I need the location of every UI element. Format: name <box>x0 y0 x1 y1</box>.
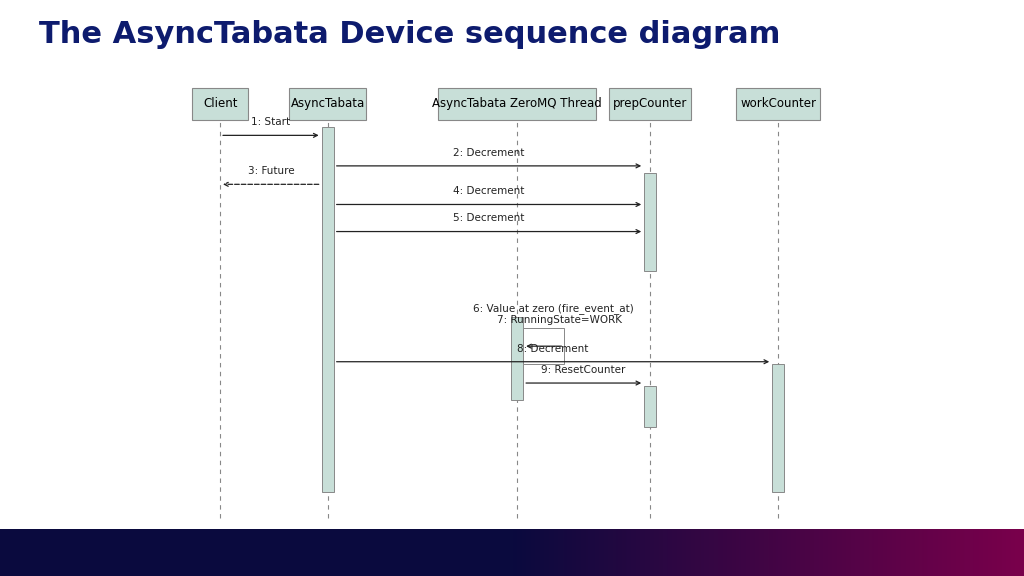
Bar <box>511 317 523 400</box>
Circle shape <box>10 536 72 570</box>
Text: prepCounter: prepCounter <box>613 97 687 110</box>
Bar <box>438 88 596 120</box>
Text: 4: Decrement: 4: Decrement <box>454 187 524 196</box>
Text: 1: Start: 1: Start <box>251 118 291 127</box>
Bar <box>193 88 248 120</box>
Text: Slide  /: Slide / <box>891 547 931 559</box>
Text: 7: RunningState=WORK: 7: RunningState=WORK <box>497 316 622 325</box>
Bar <box>644 386 656 427</box>
Bar <box>736 88 820 120</box>
Bar <box>609 88 691 120</box>
Bar <box>772 364 784 492</box>
Bar <box>523 328 564 364</box>
Bar <box>644 173 656 271</box>
Text: 21: 21 <box>957 547 976 559</box>
Text: 8: Decrement: 8: Decrement <box>517 344 589 354</box>
Bar <box>290 88 367 120</box>
Text: 2: Decrement: 2: Decrement <box>454 148 524 158</box>
Text: AsyncTabata ZeroMQ Thread: AsyncTabata ZeroMQ Thread <box>432 97 602 110</box>
Text: 5: Decrement: 5: Decrement <box>454 214 524 223</box>
Text: workCounter: workCounter <box>740 97 816 110</box>
Text: 3: Future: 3: Future <box>248 166 294 176</box>
Text: AsyncTabata: AsyncTabata <box>291 97 365 110</box>
Text: ✦: ✦ <box>36 547 46 559</box>
Text: Client: Client <box>203 97 238 110</box>
Text: The AsyncTabata Device sequence diagram: The AsyncTabata Device sequence diagram <box>39 20 780 49</box>
Text: 9: ResetCounter: 9: ResetCounter <box>542 365 626 375</box>
Text: 6: Value at zero (fire_event_at): 6: Value at zero (fire_event_at) <box>473 303 633 314</box>
Bar <box>322 127 334 492</box>
